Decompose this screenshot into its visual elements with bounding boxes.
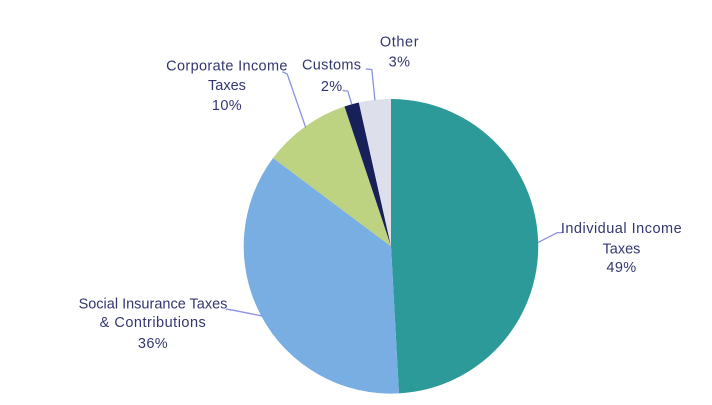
svg-text:Customs: Customs <box>302 58 361 74</box>
svg-text:10%: 10% <box>212 98 242 114</box>
svg-text:Individual Income: Individual Income <box>561 221 682 237</box>
svg-text:3%: 3% <box>389 54 411 70</box>
svg-text:Taxes: Taxes <box>208 78 246 94</box>
svg-text:Corporate Income: Corporate Income <box>166 59 288 75</box>
svg-text:Other: Other <box>380 35 419 51</box>
svg-text:49%: 49% <box>606 260 636 276</box>
svg-text:Taxes: Taxes <box>603 241 641 257</box>
svg-text:Social Insurance Taxes: Social Insurance Taxes <box>79 297 228 313</box>
svg-text:& Contributions: & Contributions <box>100 315 207 331</box>
svg-text:36%: 36% <box>138 336 168 352</box>
svg-text:2%: 2% <box>321 79 343 95</box>
